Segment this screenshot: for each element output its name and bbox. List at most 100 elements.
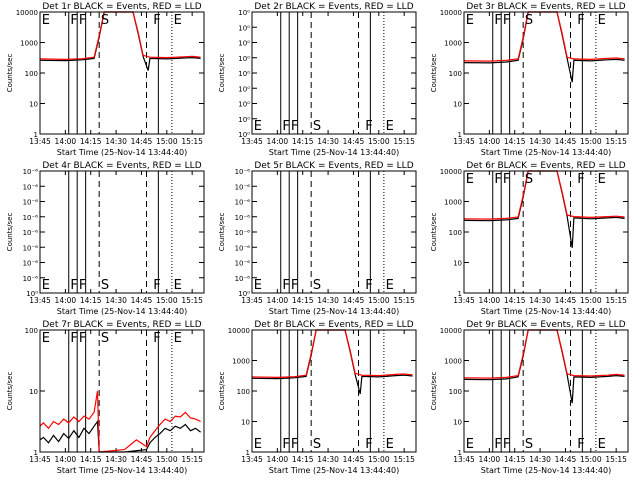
panel-6: Det 6r BLACK = Events, RED = LLD Counts/s… xyxy=(430,161,629,316)
y-tick-label: 1000 xyxy=(444,199,462,207)
series-lld-line xyxy=(463,11,625,62)
panel-title: Det 3r BLACK = Events, RED = LLD xyxy=(466,2,625,12)
y-tick-label: 10000 xyxy=(440,9,462,17)
y-tick-label: 10⁻⁶ xyxy=(235,214,251,222)
phase-marker-label: F xyxy=(291,437,298,452)
plot-frame xyxy=(39,170,205,294)
x-tick-label: 14:15 xyxy=(504,296,526,305)
x-tick-label: 15:00 xyxy=(580,137,602,146)
series-lld-line xyxy=(463,170,625,220)
x-tick-label: 15:00 xyxy=(156,455,178,464)
phase-marker-label: S xyxy=(525,172,533,187)
y-tick-label: 100 xyxy=(449,70,462,78)
phase-marker-label: S xyxy=(313,437,321,452)
y-tick-label: 1 xyxy=(458,290,462,298)
phase-marker-label: F xyxy=(153,331,160,346)
plot-frame xyxy=(463,170,629,294)
x-tick-label: 15:15 xyxy=(605,137,627,146)
x-tick-label: 14:45 xyxy=(343,296,365,305)
panel-title: Det 2r BLACK = Events, RED = LLD xyxy=(254,2,413,12)
x-tick-label: 15:00 xyxy=(580,455,602,464)
phase-marker-label: S xyxy=(101,13,109,28)
panel-7: Det 7r BLACK = Events, RED = LLD Counts/s… xyxy=(6,320,205,475)
x-tick-label: 15:00 xyxy=(580,296,602,305)
series-events-line xyxy=(463,329,625,404)
phase-marker-label: S xyxy=(313,278,321,293)
x-axis-label: Start Time (25-Nov-14 13:44:40) xyxy=(481,148,611,157)
y-tick-label: 100 xyxy=(449,229,462,237)
y-tick-label: 10000 xyxy=(440,327,462,335)
x-tick-label: 14:15 xyxy=(292,137,314,146)
y-tick-label: 10⁻⁶ xyxy=(23,183,39,191)
x-tick-label: 14:00 xyxy=(267,137,289,146)
x-axis-label: Start Time (25-Nov-14 13:44:40) xyxy=(269,307,399,316)
x-tick-label: 14:45 xyxy=(131,296,153,305)
phase-marker-label: F xyxy=(79,13,86,28)
x-tick-label: 15:15 xyxy=(181,137,203,146)
y-axis-label: Counts/sec xyxy=(218,54,226,93)
x-tick-label: 13:45 xyxy=(241,137,263,146)
x-axis-label: Start Time (25-Nov-14 13:44:40) xyxy=(57,307,187,316)
x-tick-label: 14:30 xyxy=(317,137,339,146)
y-tick-label: 10⁻⁶ xyxy=(235,229,251,237)
x-tick-label: 14:00 xyxy=(267,296,289,305)
x-tick-label: 15:15 xyxy=(393,296,415,305)
phase-marker-label: F xyxy=(282,119,289,134)
phase-marker-label: E xyxy=(598,172,606,187)
x-tick-label: 14:15 xyxy=(80,137,102,146)
y-axis-label: Counts/sec xyxy=(430,372,438,411)
x-tick-label: 15:15 xyxy=(393,455,415,464)
phase-marker-label: F xyxy=(79,331,86,346)
phase-marker-label: E xyxy=(42,278,50,293)
phase-marker-label: F xyxy=(577,437,584,452)
phase-marker-label: E xyxy=(174,331,182,346)
phase-marker-label: F xyxy=(494,172,501,187)
x-tick-label: 14:45 xyxy=(555,455,577,464)
phase-marker-label: S xyxy=(101,278,109,293)
plot-frame xyxy=(463,329,629,453)
x-tick-label: 14:00 xyxy=(55,137,77,146)
x-tick-label: 15:00 xyxy=(368,296,390,305)
phase-marker-label: F xyxy=(70,331,77,346)
phase-marker-label: F xyxy=(282,437,289,452)
y-axis-label: Counts/sec xyxy=(6,372,14,411)
panel-title: Det 4r BLACK = Events, RED = LLD xyxy=(42,161,201,171)
phase-marker-label: F xyxy=(291,278,298,293)
phase-marker-label: S xyxy=(525,13,533,28)
y-tick-label: 10⁻⁶ xyxy=(23,229,39,237)
y-tick-label: 10 xyxy=(29,388,38,396)
series-lld-line xyxy=(251,329,413,379)
y-tick-label: 10⁻⁶ xyxy=(235,275,251,283)
phase-marker-label: E xyxy=(254,119,262,134)
x-tick-label: 13:45 xyxy=(29,137,51,146)
phase-marker-label: E xyxy=(42,331,50,346)
x-tick-label: 14:15 xyxy=(292,296,314,305)
x-tick-label: 15:15 xyxy=(181,455,203,464)
y-tick-label: 100 xyxy=(449,388,462,396)
phase-marker-label: F xyxy=(503,172,510,187)
x-tick-label: 13:45 xyxy=(241,455,263,464)
phase-marker-label: S xyxy=(101,331,109,346)
x-tick-label: 14:30 xyxy=(529,296,551,305)
y-axis-label: Counts/sec xyxy=(218,372,226,411)
phase-marker-label: F xyxy=(365,437,372,452)
panel-1: Det 1r BLACK = Events, RED = LLD Counts/s… xyxy=(6,2,205,157)
panel-5: Det 5r BLACK = Events, RED = LLD Counts/s… xyxy=(218,161,417,316)
phase-marker-label: E xyxy=(466,172,474,187)
x-tick-label: 13:45 xyxy=(453,296,475,305)
y-tick-label: 10000 xyxy=(16,9,38,17)
y-tick-label: 10 xyxy=(241,419,250,427)
x-tick-label: 14:00 xyxy=(479,455,501,464)
phase-marker-label: S xyxy=(313,119,321,134)
phase-marker-label: F xyxy=(577,172,584,187)
phase-marker-label: E xyxy=(598,437,606,452)
y-tick-label: 10⁻⁶ xyxy=(23,244,39,252)
x-tick-label: 15:00 xyxy=(156,296,178,305)
x-tick-label: 14:15 xyxy=(80,296,102,305)
plot-frame xyxy=(251,329,417,453)
panel-2: Det 2r BLACK = Events, RED = LLD Counts/s… xyxy=(218,2,417,157)
y-axis-label: Counts/sec xyxy=(6,54,14,93)
y-tick-label: 10⁰ xyxy=(238,131,250,139)
x-tick-label: 15:15 xyxy=(605,296,627,305)
